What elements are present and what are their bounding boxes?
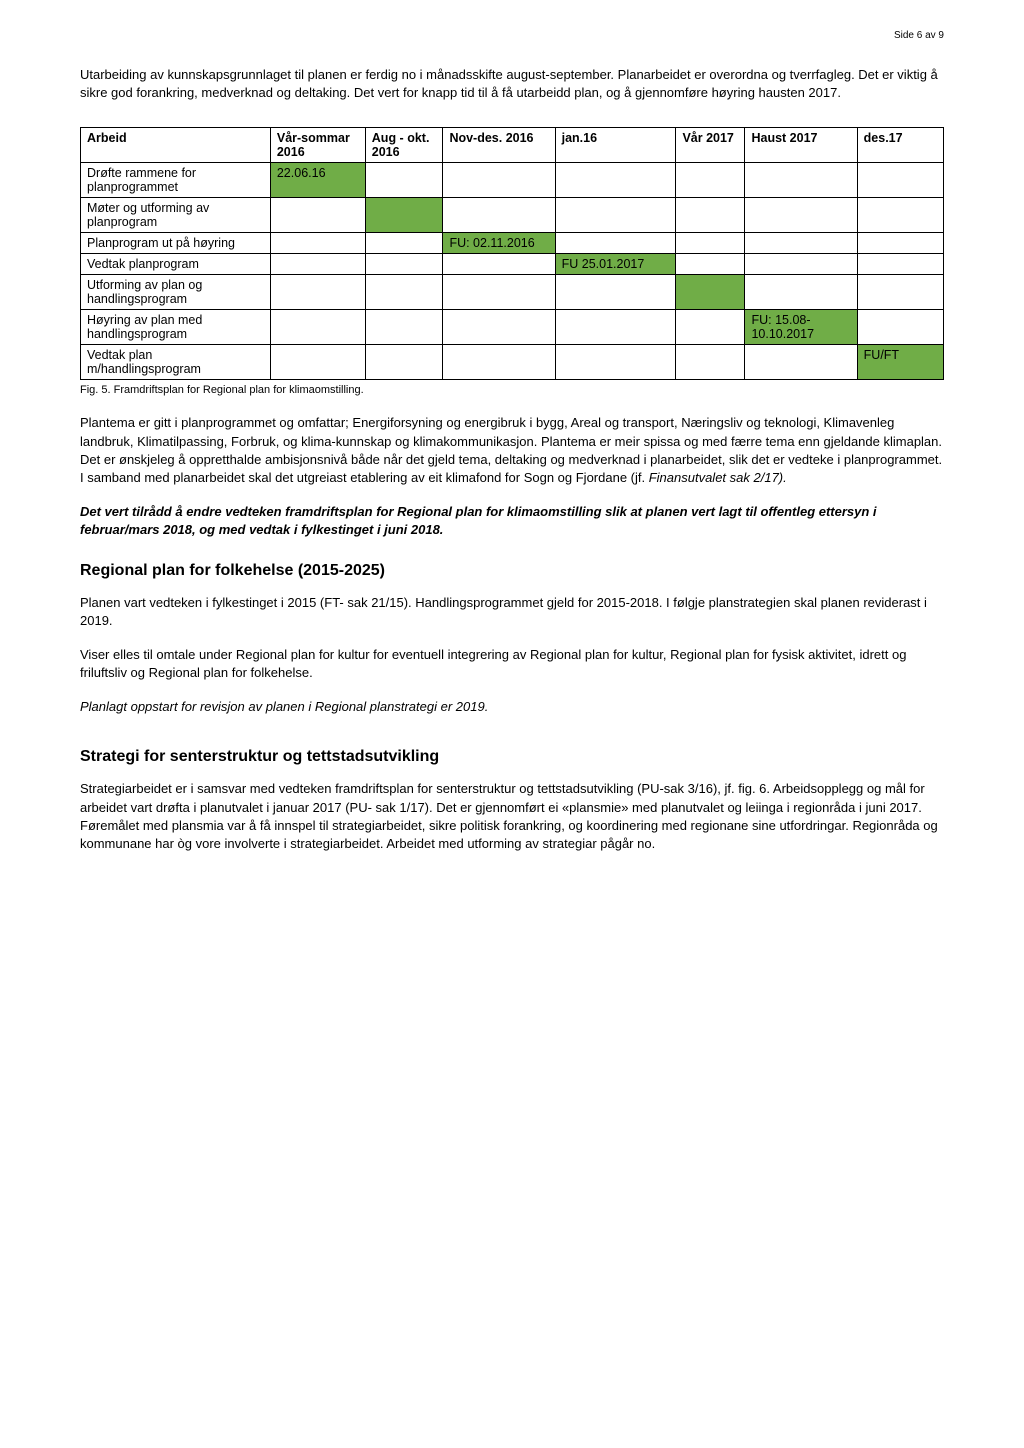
col-header: Aug - okt. 2016 bbox=[365, 128, 443, 163]
cell bbox=[270, 345, 365, 380]
row-label: Planprogram ut på høyring bbox=[81, 233, 271, 254]
cell bbox=[857, 163, 943, 198]
cell bbox=[555, 275, 676, 310]
row-label: Drøfte rammene for planprogrammet bbox=[81, 163, 271, 198]
table-row: Vedtak planprogram FU 25.01.2017 bbox=[81, 254, 944, 275]
table-row: Møter og utforming av planprogram bbox=[81, 198, 944, 233]
cell bbox=[857, 310, 943, 345]
table-caption: Fig. 5. Framdriftsplan for Regional plan… bbox=[80, 384, 944, 396]
cell bbox=[857, 254, 943, 275]
plantema-italic: Finansutvalet sak 2/17). bbox=[649, 470, 787, 485]
table-row: Drøfte rammene for planprogrammet 22.06.… bbox=[81, 163, 944, 198]
row-label: Møter og utforming av planprogram bbox=[81, 198, 271, 233]
cell bbox=[676, 345, 745, 380]
row-label: Vedtak planprogram bbox=[81, 254, 271, 275]
cell bbox=[555, 233, 676, 254]
cell bbox=[745, 275, 857, 310]
cell bbox=[676, 198, 745, 233]
cell bbox=[270, 254, 365, 275]
cell bbox=[555, 163, 676, 198]
cell bbox=[745, 163, 857, 198]
cell bbox=[676, 275, 745, 310]
cell: 22.06.16 bbox=[270, 163, 365, 198]
cell bbox=[270, 310, 365, 345]
recommendation: Det vert tilrådd å endre vedteken framdr… bbox=[80, 503, 944, 539]
table-row: Høyring av plan med handlingsprogram FU:… bbox=[81, 310, 944, 345]
cell: FU: 02.11.2016 bbox=[443, 233, 555, 254]
col-header: Haust 2017 bbox=[745, 128, 857, 163]
heading-strategi: Strategi for senterstruktur og tettstads… bbox=[80, 748, 944, 766]
cell bbox=[443, 310, 555, 345]
table-body: Drøfte rammene for planprogrammet 22.06.… bbox=[81, 163, 944, 380]
heading-folkehelse: Regional plan for folkehelse (2015-2025) bbox=[80, 562, 944, 580]
cell bbox=[365, 275, 443, 310]
folkehelse-p3: Planlagt oppstart for revisjon av planen… bbox=[80, 698, 944, 716]
table-header-row: Arbeid Vår-sommar 2016 Aug - okt. 2016 N… bbox=[81, 128, 944, 163]
table-row: Vedtak plan m/handlingsprogram FU/FT bbox=[81, 345, 944, 380]
row-label: Høyring av plan med handlingsprogram bbox=[81, 310, 271, 345]
cell bbox=[857, 275, 943, 310]
progress-table: Arbeid Vår-sommar 2016 Aug - okt. 2016 N… bbox=[80, 127, 944, 380]
cell bbox=[443, 275, 555, 310]
cell bbox=[365, 254, 443, 275]
cell bbox=[270, 198, 365, 233]
cell bbox=[443, 345, 555, 380]
table-row: Utforming av plan og handlingsprogram bbox=[81, 275, 944, 310]
cell bbox=[270, 275, 365, 310]
row-label: Utforming av plan og handlingsprogram bbox=[81, 275, 271, 310]
cell bbox=[676, 254, 745, 275]
col-header: des.17 bbox=[857, 128, 943, 163]
col-header: Nov-des. 2016 bbox=[443, 128, 555, 163]
cell bbox=[555, 310, 676, 345]
cell bbox=[676, 233, 745, 254]
cell bbox=[365, 198, 443, 233]
col-header: jan.16 bbox=[555, 128, 676, 163]
plantema-text: Plantema er gitt i planprogrammet og omf… bbox=[80, 415, 942, 485]
cell bbox=[745, 233, 857, 254]
cell bbox=[745, 345, 857, 380]
cell bbox=[555, 345, 676, 380]
cell: FU 25.01.2017 bbox=[555, 254, 676, 275]
row-label: Vedtak plan m/handlingsprogram bbox=[81, 345, 271, 380]
cell bbox=[443, 198, 555, 233]
cell bbox=[443, 163, 555, 198]
folkehelse-p2: Viser elles til omtale under Regional pl… bbox=[80, 646, 944, 682]
strategi-paragraph: Strategiarbeidet er i samsvar med vedtek… bbox=[80, 780, 944, 853]
cell bbox=[365, 163, 443, 198]
folkehelse-p1: Planen vart vedteken i fylkestinget i 20… bbox=[80, 594, 944, 630]
cell bbox=[745, 254, 857, 275]
cell bbox=[857, 233, 943, 254]
cell bbox=[555, 198, 676, 233]
cell bbox=[270, 233, 365, 254]
cell: FU: 15.08-10.10.2017 bbox=[745, 310, 857, 345]
cell bbox=[857, 198, 943, 233]
col-header: Vår-sommar 2016 bbox=[270, 128, 365, 163]
plantema-paragraph: Plantema er gitt i planprogrammet og omf… bbox=[80, 414, 944, 487]
table-row: Planprogram ut på høyring FU: 02.11.2016 bbox=[81, 233, 944, 254]
cell bbox=[365, 345, 443, 380]
col-header: Vår 2017 bbox=[676, 128, 745, 163]
col-header: Arbeid bbox=[81, 128, 271, 163]
cell bbox=[365, 310, 443, 345]
cell bbox=[365, 233, 443, 254]
page-number: Side 6 av 9 bbox=[80, 30, 944, 41]
cell bbox=[676, 163, 745, 198]
intro-paragraph: Utarbeiding av kunnskapsgrunnlaget til p… bbox=[80, 66, 944, 102]
cell: FU/FT bbox=[857, 345, 943, 380]
cell bbox=[443, 254, 555, 275]
cell bbox=[745, 198, 857, 233]
cell bbox=[676, 310, 745, 345]
